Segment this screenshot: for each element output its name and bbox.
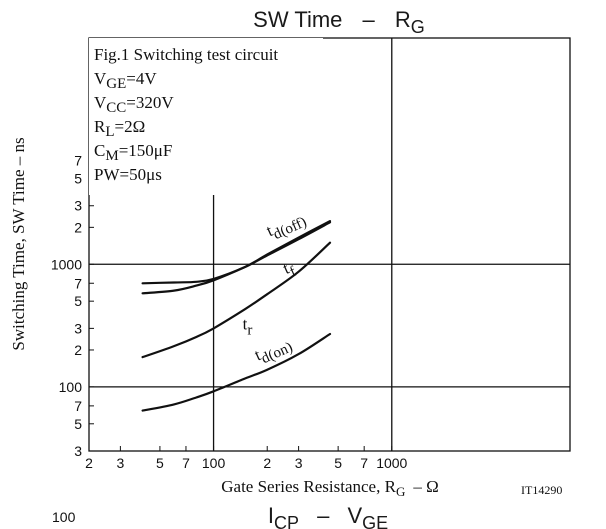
x-tick-label-7: 5 (334, 455, 342, 471)
series-label-tdoff: td(off) (263, 207, 309, 245)
chart-title-dash: – (363, 7, 376, 32)
next-title-sub-b: GE (362, 513, 388, 529)
y-tick-label-5: 3 (74, 320, 82, 336)
x-tick-labels: 2 3 5 7 100 2 3 5 7 1000 (85, 455, 407, 471)
series-line-tdon (141, 332, 332, 412)
condition-line-2: VCC=320V (94, 93, 174, 116)
condition-line-5: PW=50μs (94, 165, 162, 184)
y-tick-label-2: 7 (74, 398, 82, 414)
x-tick-label-0: 2 (85, 455, 93, 471)
chart-title: SW Time – RG (253, 7, 425, 37)
y-tick-label-7: 7 (74, 275, 82, 291)
x-tick-label-1: 3 (116, 455, 124, 471)
conditions-text: Fig.1 Switching test circuit VGE=4VVCC=32… (94, 45, 278, 184)
conditions-box (89, 38, 323, 195)
condition-line-4: CM=150μF (94, 141, 172, 164)
chart-title-var: R (395, 7, 411, 32)
x-tick-label-9: 1000 (376, 455, 407, 471)
y-axis-label: Switching Time, SW Time – ns (9, 137, 28, 350)
plot-frame (88, 37, 571, 452)
x-axis-label-main: Gate Series Resistance, R (221, 477, 396, 496)
next-chart-title: ICP – VGE (268, 503, 388, 529)
chart-title-sub: G (411, 17, 425, 37)
x-tick-label-8: 7 (360, 455, 368, 471)
x-axis-label-sub: G (396, 484, 405, 499)
x-tick-label-6: 3 (295, 455, 303, 471)
next-title-sub-a: CP (274, 513, 299, 529)
chart-title-main: SW Time (253, 7, 342, 32)
y-tick-label-12: 7 (74, 153, 82, 169)
y-tick-label-9: 2 (74, 219, 82, 235)
condition-line-1: VGE=4V (94, 69, 157, 92)
next-title-dash: – (317, 503, 330, 528)
y-tick-label-8: 1000 (51, 256, 82, 272)
x-tick-label-3: 7 (182, 455, 190, 471)
next-chart-y-tick: 100 (52, 509, 76, 525)
y-tick-label-3: 100 (59, 379, 83, 395)
x-tick-label-4: 100 (202, 455, 226, 471)
series-curves (141, 220, 332, 412)
y-tick-label-10: 3 (74, 198, 82, 214)
x-axis-label-tail: – Ω (412, 477, 438, 496)
series-label-tdon: td(on) (251, 332, 295, 369)
series-label-tr: tr (243, 314, 253, 338)
y-tick-labels: 3 5 7 100 2 3 5 7 1000 2 3 5 7 (51, 153, 82, 459)
next-title-main: I (268, 503, 274, 528)
y-tick-label-4: 2 (74, 342, 82, 358)
y-tick-label-1: 5 (74, 416, 82, 432)
series-line-tf (141, 221, 332, 295)
next-title-var: V (347, 503, 362, 528)
y-tick-label-6: 5 (74, 293, 82, 309)
condition-line-3: RL=2Ω (94, 117, 145, 140)
series-line-tr (141, 241, 332, 359)
x-axis-label: Gate Series Resistance, RG – Ω (221, 477, 438, 499)
condition-line-0: Fig.1 Switching test circuit (94, 45, 278, 64)
y-tick-label-11: 5 (74, 171, 82, 187)
figure-code: IT14290 (521, 483, 562, 497)
x-tick-label-5: 2 (263, 455, 271, 471)
grid (88, 38, 570, 452)
x-tick-label-2: 5 (156, 455, 164, 471)
y-tick-label-0: 3 (74, 443, 82, 459)
